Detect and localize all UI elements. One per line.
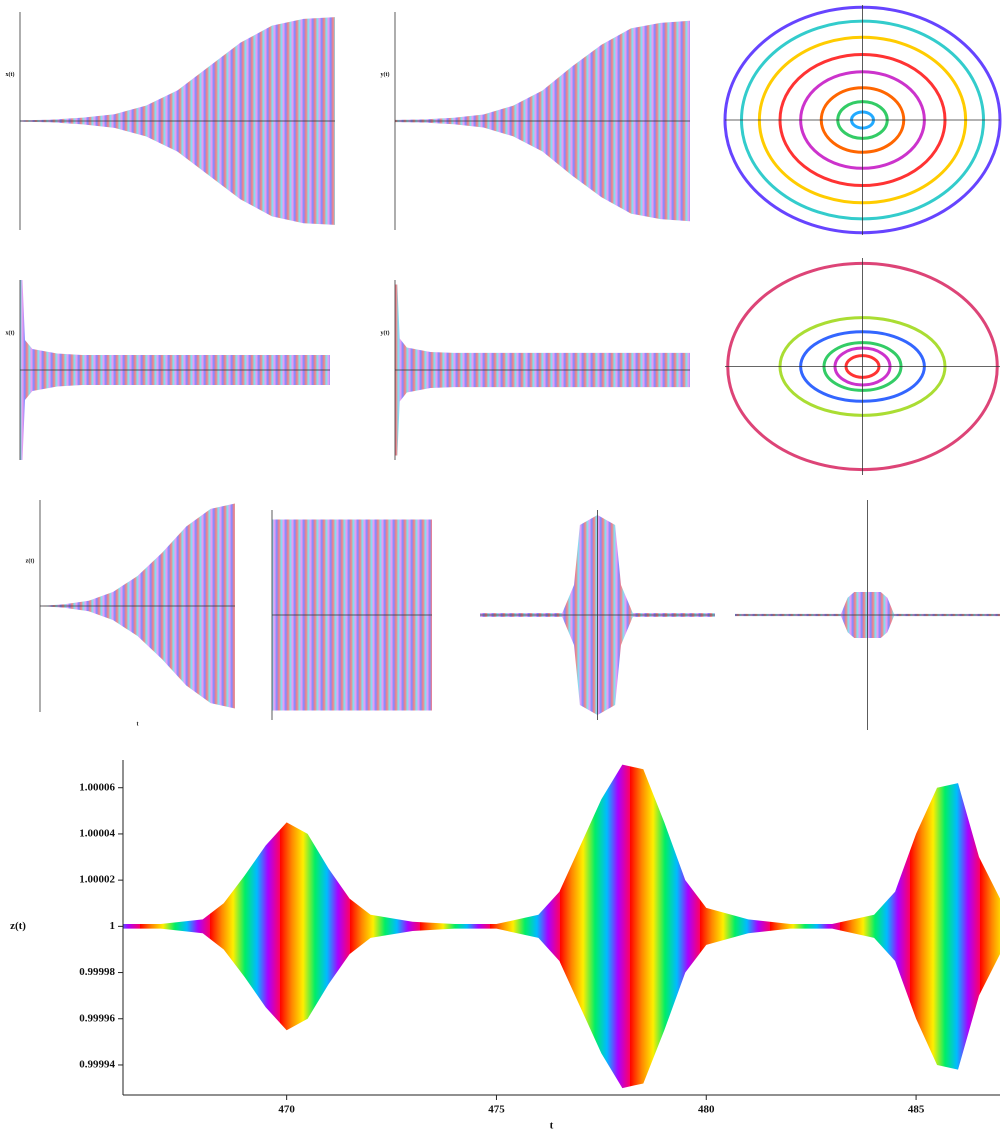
x-tick-label: 480	[698, 1104, 715, 1116]
plot: x(t)	[6, 12, 336, 230]
y-axis-label: z(t)	[10, 920, 26, 932]
y-axis-label: y(t)	[381, 329, 390, 336]
x-axis-label: t	[137, 721, 139, 727]
plot	[725, 5, 1000, 235]
y-tick-label: 0.99994	[79, 1058, 115, 1070]
y-tick-label: 0.99996	[79, 1012, 115, 1024]
plot	[725, 258, 1000, 475]
y-axis-label: x(t)	[6, 329, 15, 336]
y-axis-label: x(t)	[6, 71, 15, 78]
y-tick-label: 1.00004	[79, 827, 115, 839]
plot: y(t)	[381, 12, 691, 230]
envelope	[123, 765, 1000, 1088]
y-tick-label: 0.99998	[79, 966, 115, 978]
plot: z(t) t	[26, 500, 235, 727]
y-tick-label: 1.00002	[79, 874, 115, 886]
plot: y(t)	[381, 280, 691, 460]
y-axis-label: y(t)	[381, 71, 390, 78]
plot: x(t)	[6, 280, 331, 460]
plot	[480, 510, 715, 720]
x-axis-label: t	[550, 1120, 554, 1132]
plot	[272, 510, 432, 720]
plot: 0.99994 0.99996 0.99998 1 1.00002 1.00004 1.00…	[10, 760, 1000, 1132]
plot	[735, 500, 1000, 730]
x-tick-label: 470	[278, 1104, 295, 1116]
x-tick-label: 475	[488, 1104, 505, 1116]
y-tick-label: 1	[110, 920, 116, 932]
figure: x(t)y(t)x(t)y(t)z(t)t0.999940.999960.999…	[0, 0, 1005, 1132]
y-tick-label: 1.00006	[79, 781, 115, 793]
x-tick-label: 485	[908, 1104, 925, 1116]
y-axis-label: z(t)	[26, 557, 35, 564]
